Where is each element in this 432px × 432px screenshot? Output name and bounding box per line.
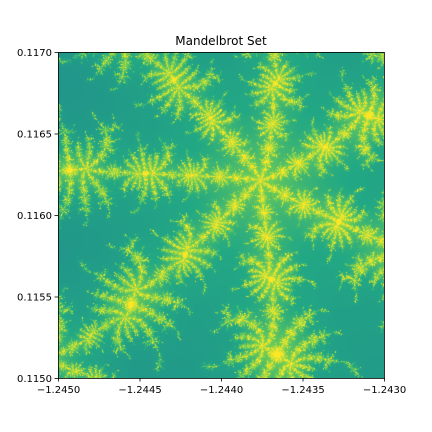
- x-tick-label: −1.2435: [281, 385, 324, 396]
- x-tick-label: −1.2430: [363, 385, 406, 396]
- x-tick-label: −1.2445: [118, 385, 161, 396]
- y-axis: 0.1150 0.1155 0.1160 0.1165 0.1170: [17, 48, 58, 385]
- y-tick-label: 0.1170: [17, 48, 52, 59]
- heatmap-image: [58, 52, 384, 378]
- y-tick-label: 0.1165: [17, 130, 52, 141]
- y-tick-label: 0.1150: [17, 374, 52, 385]
- y-tick-label: 0.1160: [17, 211, 52, 222]
- x-tick-label: −1.2440: [200, 385, 243, 396]
- chart-title: Mandelbrot Set: [175, 34, 267, 48]
- plot-area: [58, 52, 384, 378]
- x-axis: −1.2450 −1.2445 −1.2440 −1.2435 −1.2430: [37, 378, 406, 396]
- x-tick-label: −1.2450: [37, 385, 80, 396]
- y-tick-label: 0.1155: [17, 293, 52, 304]
